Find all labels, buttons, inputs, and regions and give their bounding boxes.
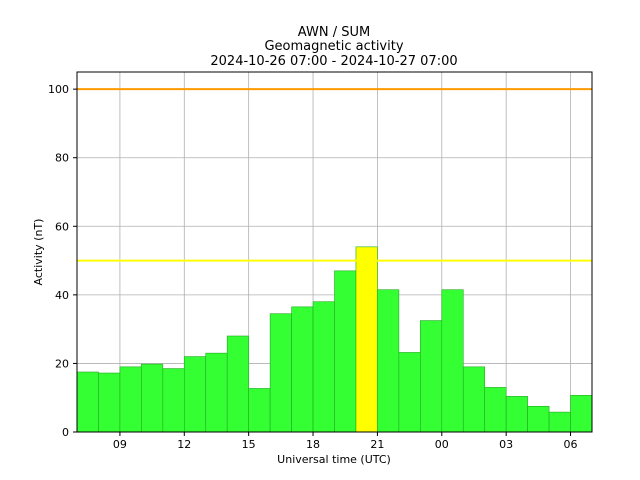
bar [377,289,400,433]
y-axis: 0 20 40 60 80 100 [48,83,77,439]
bar [398,352,421,433]
bar [312,301,335,433]
chart-title-line-1: AWN / SUM [298,25,370,40]
bar [141,363,164,433]
y-tick-label: 60 [55,220,69,233]
x-axis: 09 12 15 18 21 00 03 06 [113,432,578,451]
x-tick-label: 15 [242,438,256,451]
bar [420,320,443,433]
y-tick-label: 80 [55,152,69,165]
y-tick-label: 20 [55,357,69,370]
bar-series [76,246,593,433]
bar [162,368,185,433]
bar [548,411,571,433]
y-tick-label: 100 [48,83,69,96]
plot-frame [76,71,593,433]
bar [334,270,357,433]
bar [76,371,99,433]
x-tick-label: 18 [306,438,320,451]
bar [570,395,593,433]
bar [226,335,249,433]
bar [98,372,121,433]
x-tick-label: 03 [499,438,513,451]
bar [484,387,507,433]
x-tick-label: 12 [177,438,191,451]
bar [527,405,550,433]
bar [248,388,271,433]
y-tick-label: 40 [55,289,69,302]
x-tick-label: 09 [113,438,127,451]
bar [205,352,228,433]
chart-title-line-2: Geomagnetic activity [264,39,403,54]
bar [355,246,378,433]
x-tick-label: 21 [370,438,384,451]
bar [505,396,528,433]
chart-title: AWN / SUM Geomagnetic activity 2024-10-2… [210,25,457,69]
y-tick-label: 0 [62,426,69,439]
bar [269,313,292,433]
bar [462,366,486,433]
bar [441,289,464,433]
bar [119,366,142,433]
bar [183,356,207,433]
chart-title-line-3: 2024-10-26 07:00 - 2024-10-27 07:00 [210,54,457,69]
x-axis-label: Universal time (UTC) [277,453,391,466]
threshold-lines [77,88,592,262]
bar [291,306,314,433]
x-tick-label: 00 [435,438,449,451]
x-tick-label: 06 [564,438,578,451]
y-axis-label: Activity (nT) [32,219,45,286]
